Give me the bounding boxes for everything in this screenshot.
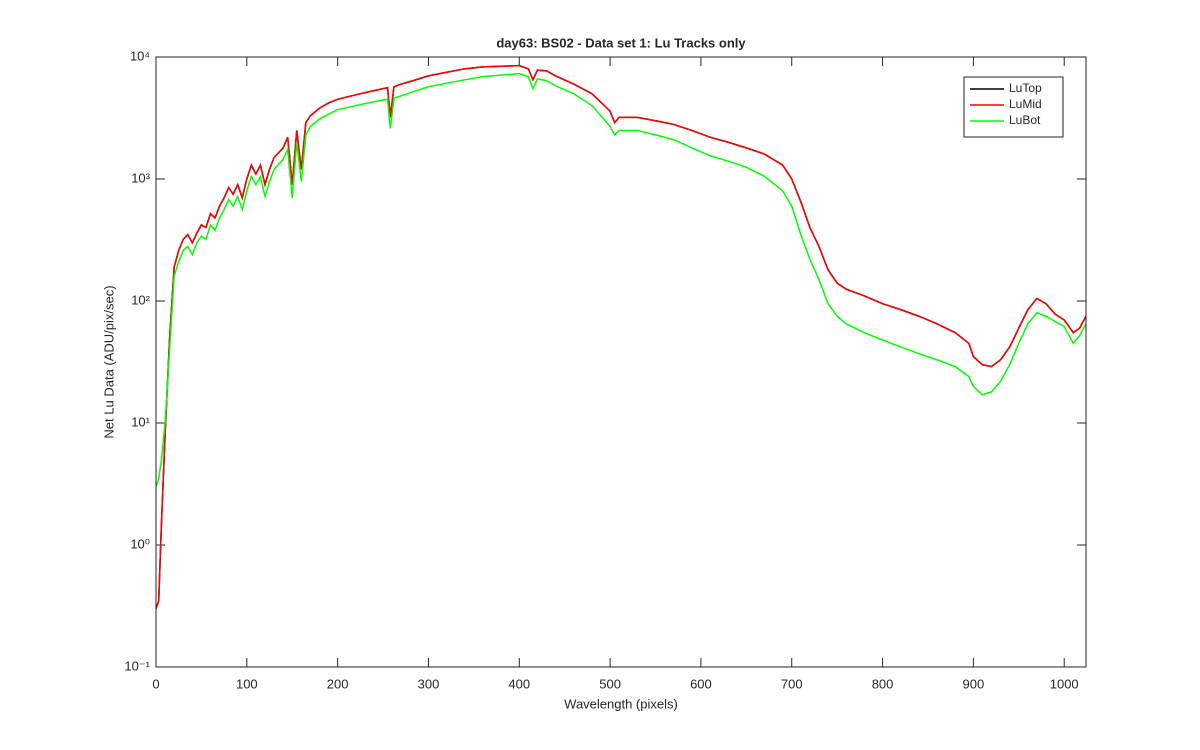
x-tick-label: 700	[781, 676, 803, 691]
y-tick-label: 10⁻¹	[124, 658, 150, 673]
y-tick-label: 10¹	[131, 414, 150, 429]
x-tick-label: 500	[599, 676, 621, 691]
x-tick-label: 1000	[1050, 676, 1079, 691]
x-tick-label: 900	[963, 676, 985, 691]
series-line	[156, 72, 1086, 488]
x-tick-label: 800	[872, 676, 894, 691]
y-axis-label: Net Lu Data (ADU/pix/sec)	[101, 285, 116, 438]
y-tick-label: 10²	[131, 292, 150, 307]
x-tick-label: 600	[690, 676, 712, 691]
y-tick-label: 10⁰	[130, 536, 150, 551]
x-tick-label: 100	[236, 676, 258, 691]
legend-box	[963, 76, 1064, 138]
x-tick-label: 200	[327, 676, 349, 691]
x-tick-label: 300	[418, 676, 440, 691]
x-axis-label: Wavelength (pixels)	[564, 696, 678, 711]
axes-box	[155, 56, 1087, 668]
legend-label: LuMid	[1009, 97, 1042, 111]
x-tick-label: 0	[152, 676, 159, 691]
plot-area	[156, 57, 1086, 667]
y-tick-label: 10⁴	[130, 48, 150, 63]
y-tick-label: 10³	[131, 170, 150, 185]
series-line	[156, 64, 1086, 610]
x-tick-label: 400	[508, 676, 530, 691]
legend-label: LuTop	[1009, 81, 1042, 95]
chart-title: day63: BS02 - Data set 1: Lu Tracks only	[496, 35, 746, 50]
legend-label: LuBot	[1009, 113, 1041, 127]
